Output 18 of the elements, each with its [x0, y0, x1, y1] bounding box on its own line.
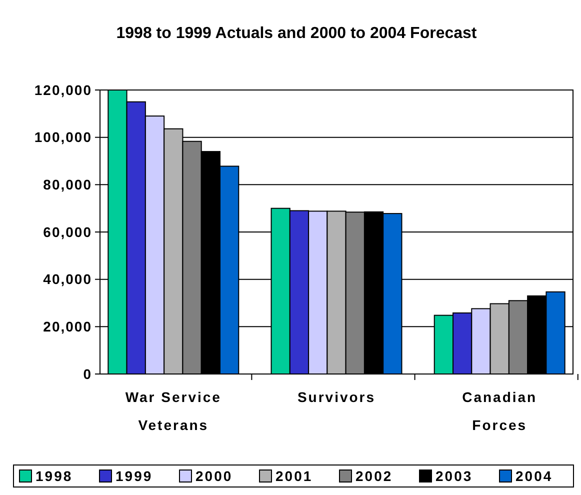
legend-label: 1998	[36, 468, 73, 484]
legend-label: 2001	[276, 468, 313, 484]
x-tick-label: War Service Veterans	[125, 389, 222, 433]
y-tick-label: 0	[83, 366, 92, 382]
x-tick-label: Survivors	[297, 389, 376, 405]
chart-title: 1998 to 1999 Actuals and 2000 to 2004 Forecast	[116, 25, 478, 42]
legend-label: 1999	[116, 468, 153, 484]
legend-label: 2003	[436, 468, 473, 484]
legend-label: 2000	[196, 468, 233, 484]
y-tick-label: 20,000	[43, 318, 92, 335]
legend-label: 2002	[356, 468, 393, 484]
y-tick-label: 80,000	[43, 176, 92, 193]
y-tick-label: 40,000	[43, 271, 92, 288]
x-tick-label: Canadian Forces	[462, 389, 538, 433]
legend-label: 2004	[516, 468, 553, 484]
y-tick-label: 120,000	[34, 82, 92, 98]
y-tick-label: 100,000	[34, 129, 92, 146]
y-tick-label: 60,000	[43, 224, 92, 240]
